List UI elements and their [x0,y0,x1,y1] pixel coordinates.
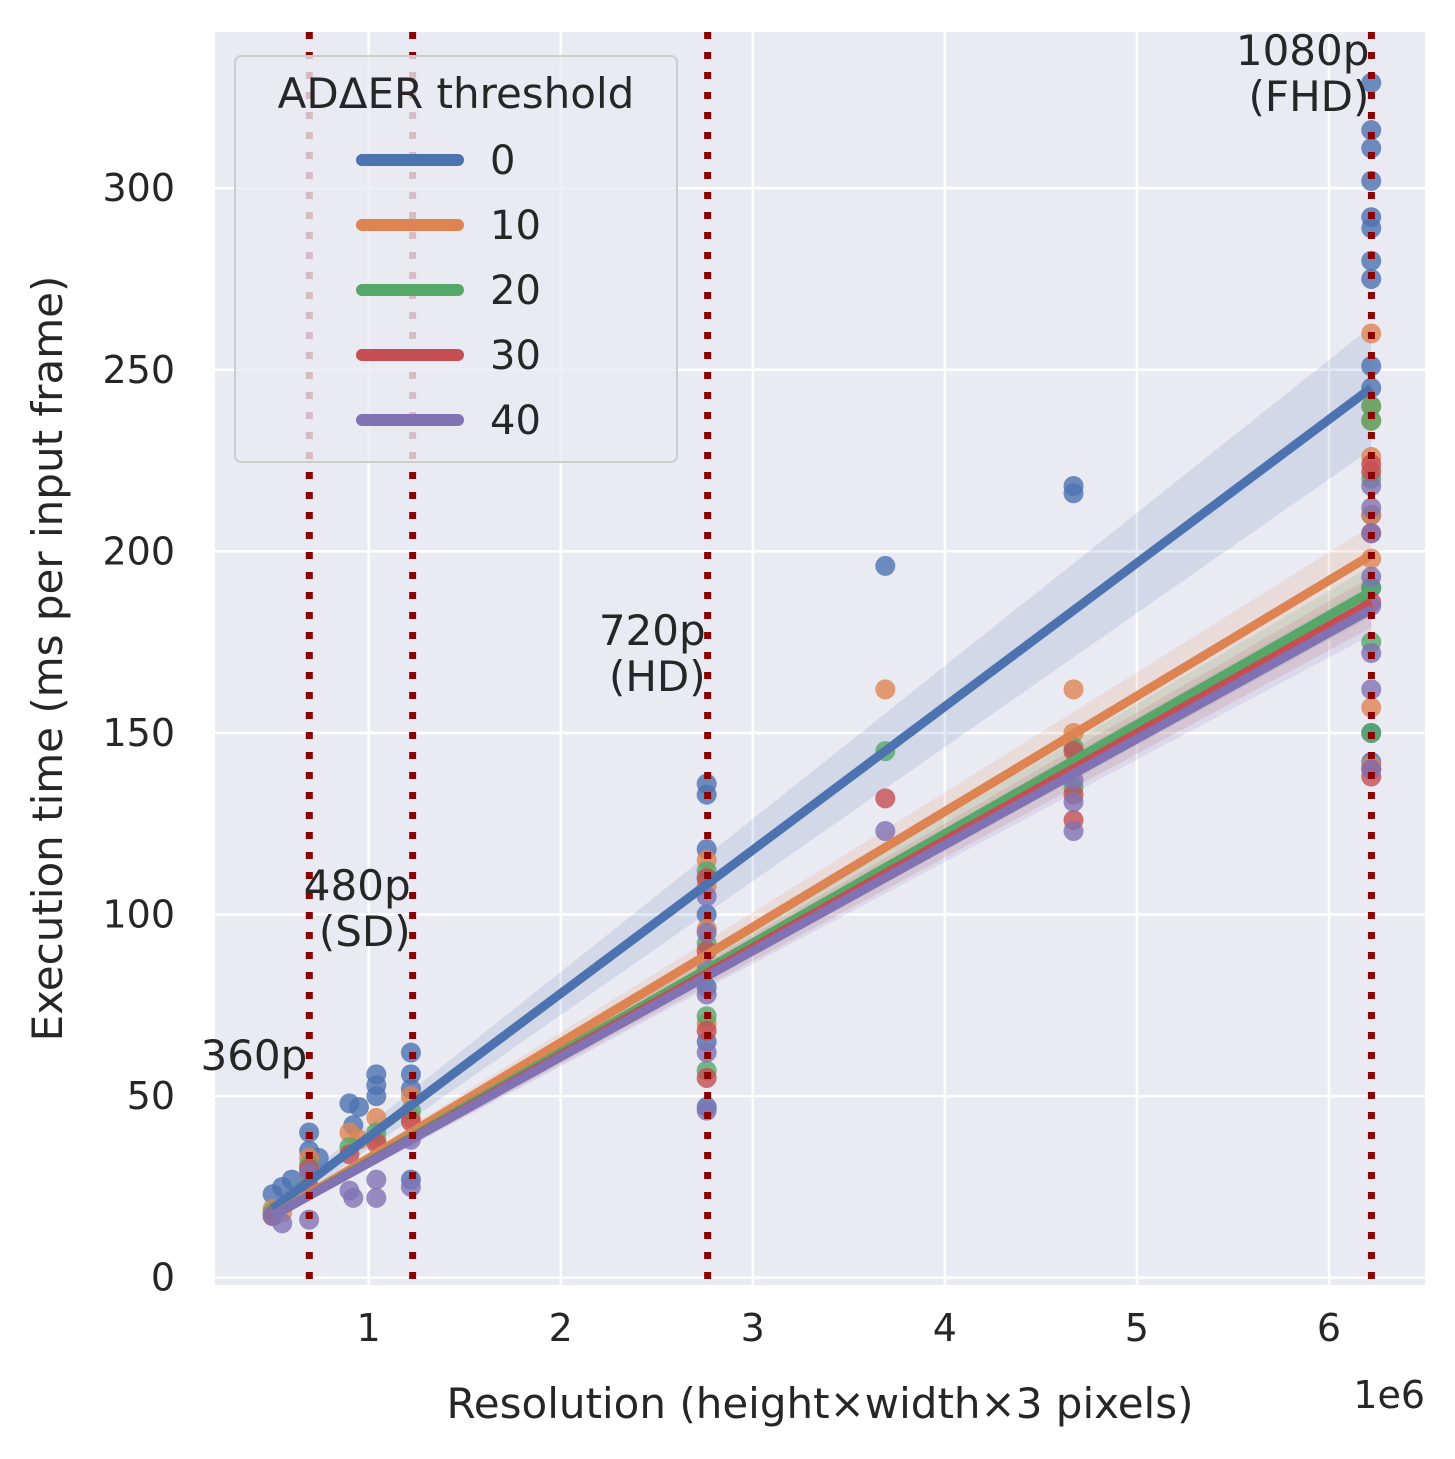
legend-entry-label: 30 [490,333,541,379]
legend-entry-label: 0 [490,138,515,184]
data-point-threshold-0 [1361,170,1382,191]
y-tick-label: 250 [102,348,175,392]
reference-line-label: 360p [200,1031,307,1080]
data-point-threshold-0 [875,555,896,576]
data-point-threshold-40 [696,1100,717,1121]
data-point-threshold-30 [696,1020,717,1041]
data-point-threshold-40 [366,1187,387,1208]
data-point-threshold-40 [400,1176,421,1197]
data-point-threshold-0 [281,1169,302,1190]
data-point-threshold-0 [1063,483,1084,504]
data-point-threshold-0 [1361,218,1382,239]
x-tick-label: 2 [549,1306,573,1350]
data-point-threshold-30 [875,788,896,809]
ci-band-threshold-0 [272,326,1372,1216]
data-point-threshold-10 [875,679,896,700]
data-point-threshold-40 [1361,497,1382,518]
legend-frame [234,55,678,463]
data-point-threshold-40 [299,1209,320,1230]
data-point-threshold-40 [366,1169,387,1190]
legend: ADΔER threshold 0 10 20 30 40 [234,55,678,463]
data-point-threshold-20 [1361,396,1382,417]
data-point-threshold-40 [1063,821,1084,842]
data-point-threshold-0 [1361,250,1382,271]
y-tick-label: 150 [102,711,175,755]
data-point-threshold-0 [1361,138,1382,159]
x-tick-label: 1 [357,1306,381,1350]
data-point-threshold-40 [1361,679,1382,700]
data-point-threshold-0 [1361,356,1382,377]
regression-lines [269,384,1374,1220]
x-tick-label: 3 [741,1306,765,1350]
legend-entry-label: 10 [490,203,541,249]
x-tick-label: 6 [1317,1306,1341,1350]
data-point-threshold-10 [1063,679,1084,700]
resolution-reference-lines: 360p 480p (SD) 720p (HD) 1080p (FHD) [200,26,1375,1285]
data-point-threshold-40 [1361,475,1382,496]
legend-entry-label: 20 [490,268,541,314]
x-tick-label: 5 [1125,1306,1149,1350]
fit-line-threshold-40 [270,605,1374,1220]
data-point-threshold-10 [1361,697,1382,718]
data-point-threshold-40 [343,1187,364,1208]
data-point-threshold-0 [1361,72,1382,93]
y-tick-label: 300 [102,166,175,210]
y-tick-label: 0 [151,1256,175,1300]
data-point-threshold-40 [1063,791,1084,812]
y-tick-label: 50 [127,1074,175,1118]
data-point-threshold-30 [1361,461,1382,482]
y-axis-label: Execution time (ms per input frame) [23,276,72,1042]
axis-ticks: 1 2 3 4 5 6 0 50 100 150 200 250 300 [102,166,1341,1350]
x-tick-label: 4 [933,1306,957,1350]
fit-line-threshold-10 [270,551,1374,1220]
y-tick-label: 200 [102,529,175,573]
y-tick-label: 100 [102,893,175,937]
data-point-threshold-20 [1361,410,1382,431]
data-point-threshold-40 [875,821,896,842]
data-point-threshold-0 [366,1075,387,1096]
data-point-threshold-40 [1361,759,1382,780]
legend-title: ADΔER threshold [278,69,635,118]
data-point-threshold-0 [349,1097,370,1118]
fit-line-threshold-0 [269,384,1374,1213]
legend-entry-label: 40 [490,398,541,444]
x-axis-offset-label: 1e6 [1353,1373,1425,1417]
x-axis-label: Resolution (height×width×3 pixels) [447,1379,1194,1428]
reference-line-label: 480p (SD) [304,861,411,956]
data-point-threshold-0 [1361,120,1382,141]
reference-line-label: 720p (HD) [599,606,706,701]
reference-line-label: 1080p (FHD) [1236,26,1370,121]
